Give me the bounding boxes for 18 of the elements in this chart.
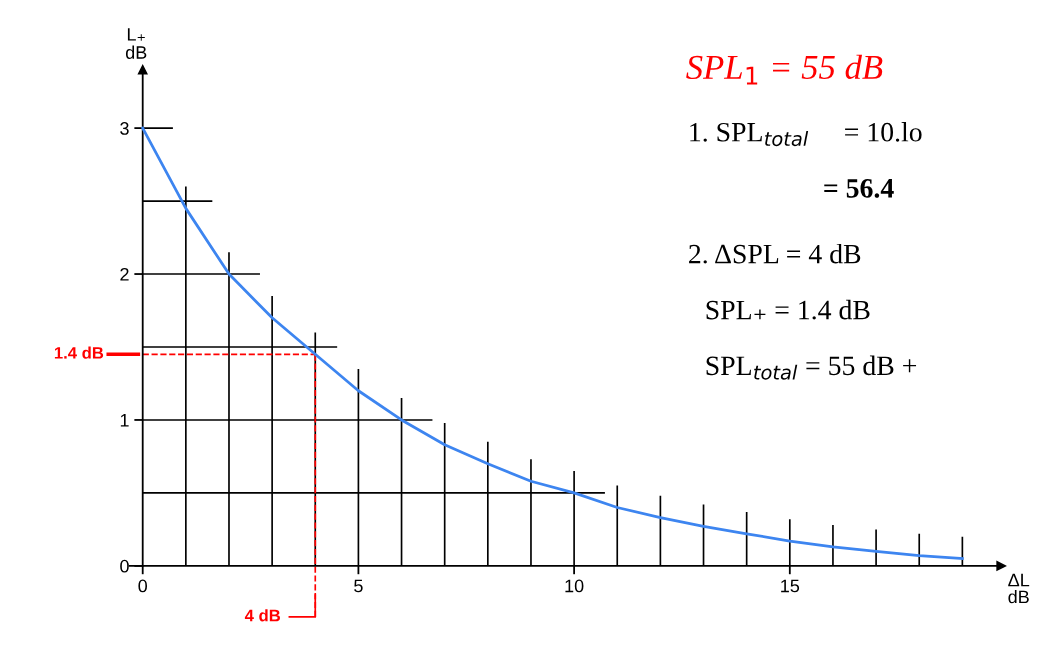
annotation: 2. ΔSPL = 4 dB (689, 243, 861, 264)
text: 1. SPL$_{total}$ = 10.lo (690, 122, 922, 147)
x-tick-label: 5 (354, 579, 363, 593)
ref-line-label: 1.4 dB (54, 346, 104, 359)
y-tick-label: 1 (120, 414, 129, 427)
y-axis-title: L₊ dB (125, 28, 147, 59)
y-tick-label: 2 (120, 267, 129, 281)
ref-line-label: 4 dB (244, 609, 280, 622)
y-tick-label: 3 (120, 122, 129, 135)
x-tick-label: 15 (781, 579, 800, 593)
y-tick-label: 0 (120, 559, 129, 573)
x-tick-label: 0 (138, 579, 148, 593)
chart-title: SPL$_{1}$ = 55 dB (686, 54, 883, 85)
annotation: SPL$_{total}$ = 55 dB + (706, 355, 917, 380)
annotation: SPL₊ = 1.4 dB (706, 299, 870, 320)
x-axis-title: ΔL dB (1008, 573, 1030, 604)
annotation: = 56.4 (824, 179, 894, 198)
x-tick-label: 10 (565, 579, 584, 593)
